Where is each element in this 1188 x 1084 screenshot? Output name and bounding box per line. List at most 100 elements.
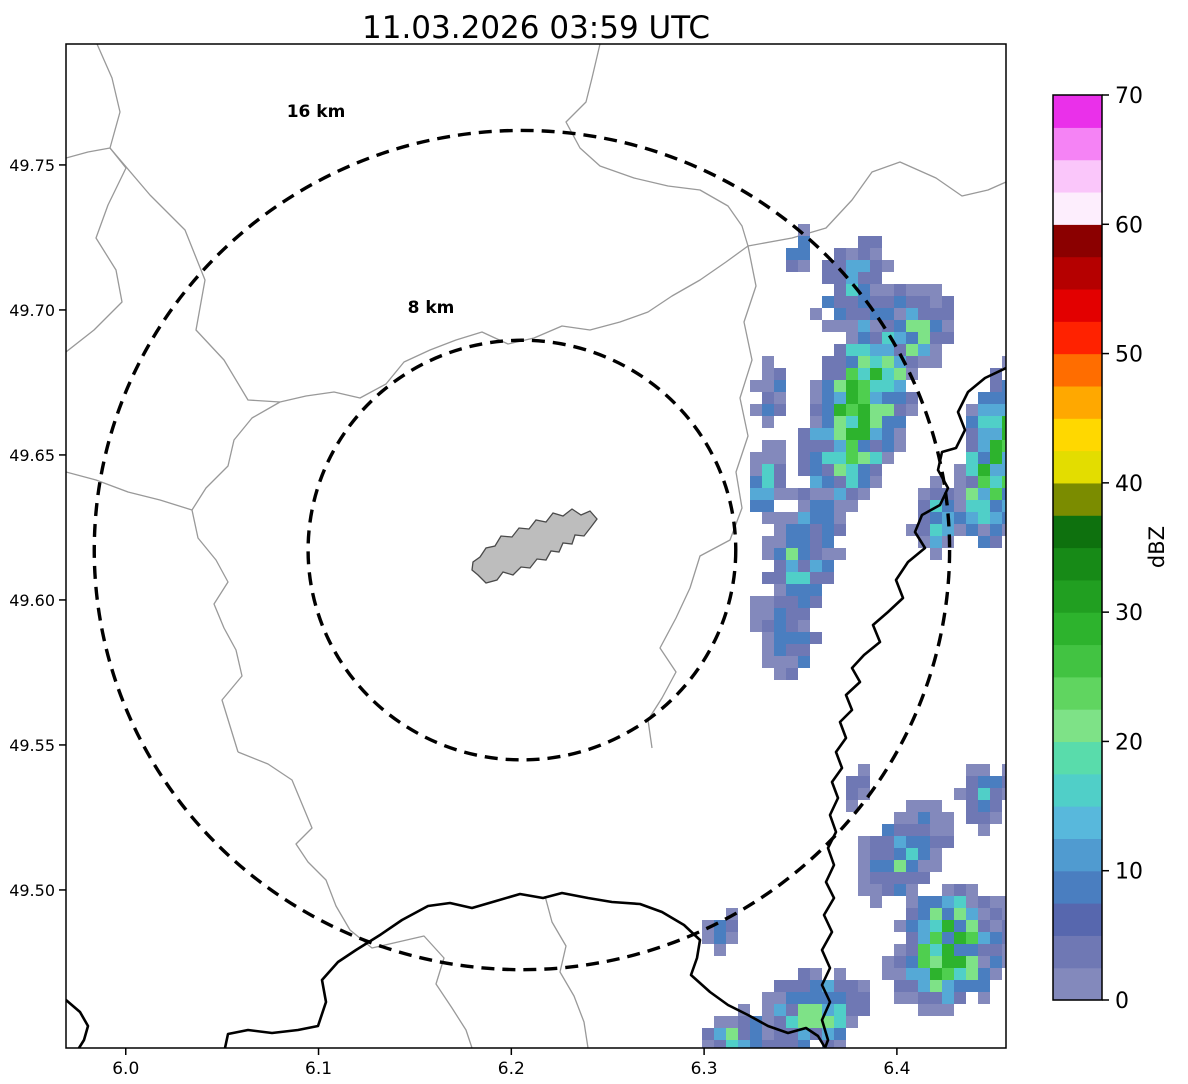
radar-echo-cell xyxy=(774,632,786,644)
colorbar-band xyxy=(1053,224,1102,258)
radar-echo-cell xyxy=(798,584,810,596)
radar-echo-cell xyxy=(990,416,1002,428)
radar-echo-cell xyxy=(894,812,906,824)
radar-echo-cell xyxy=(978,968,990,980)
radar-echo-cell xyxy=(906,848,918,860)
municipal-boundary-line xyxy=(747,161,1006,247)
radar-echo-cell xyxy=(990,476,1002,488)
radar-echo-cell xyxy=(834,296,846,308)
radar-echo-cell xyxy=(738,1040,750,1048)
radar-echo-cell xyxy=(798,548,810,560)
radar-echo-cell xyxy=(858,344,870,356)
radar-echo-cell xyxy=(798,452,810,464)
radar-echo-cell xyxy=(786,992,798,1004)
radar-echo-cell xyxy=(846,788,858,800)
radar-echo-cell xyxy=(774,596,786,608)
radar-echo-cell xyxy=(762,464,774,476)
radar-echo-cell xyxy=(846,476,858,488)
radar-echo-cell xyxy=(702,1040,714,1048)
radar-echo-cell xyxy=(798,1040,810,1048)
radar-echo-cell xyxy=(870,896,882,908)
radar-echo-cell xyxy=(918,908,930,920)
radar-echo-cell xyxy=(762,416,774,428)
radar-echo-cell xyxy=(966,524,978,536)
radar-echo-cell xyxy=(918,992,930,1004)
radar-echo-cell xyxy=(774,464,786,476)
radar-echo-cell xyxy=(870,836,882,848)
radar-echo-cell xyxy=(798,260,810,272)
radar-echo-cell xyxy=(906,812,918,824)
radar-echo-cell xyxy=(882,404,894,416)
radar-echo-cell xyxy=(786,596,798,608)
radar-echo-cell xyxy=(882,380,894,392)
radar-echo-cell xyxy=(906,824,918,836)
radar-echo-cell xyxy=(786,248,798,260)
radar-echo-cell xyxy=(870,464,882,476)
radar-echo-cell xyxy=(846,416,858,428)
radar-echo-cell xyxy=(774,512,786,524)
radar-echo-cell xyxy=(798,632,810,644)
radar-echo-cell xyxy=(978,524,990,536)
radar-echo-cell xyxy=(930,920,942,932)
radar-echo-cell xyxy=(942,1004,954,1016)
radar-echo-cell xyxy=(954,464,966,476)
radar-echo-cell xyxy=(918,932,930,944)
radar-echo-cell xyxy=(810,596,822,608)
radar-echo-cell xyxy=(822,536,834,548)
radar-echo-cell xyxy=(846,980,858,992)
radar-echo-cell xyxy=(978,788,990,800)
radar-echo-cell xyxy=(726,1028,738,1040)
radar-echo-cell xyxy=(774,620,786,632)
radar-echo-cell xyxy=(762,572,774,584)
radar-echo-cell xyxy=(870,272,882,284)
radar-echo-cell xyxy=(882,836,894,848)
radar-echo-cell xyxy=(918,536,930,548)
radar-echo-cell xyxy=(978,800,990,812)
radar-echo-cell xyxy=(990,536,1002,548)
radar-echo-cell xyxy=(774,536,786,548)
radar-echo-cell xyxy=(978,896,990,908)
radar-echo-cell xyxy=(834,344,846,356)
radar-echo-cell xyxy=(834,1004,846,1016)
radar-echo-cell xyxy=(786,548,798,560)
radar-echo-cell xyxy=(942,944,954,956)
range-ring xyxy=(306,338,738,762)
radar-echo-cell xyxy=(870,848,882,860)
country-border-line xyxy=(66,998,90,1048)
radar-echo-cell xyxy=(786,560,798,572)
radar-echo-cell xyxy=(786,980,798,992)
radar-echo-cell xyxy=(882,308,894,320)
radar-echo-cell xyxy=(966,920,978,932)
radar-echo-cell xyxy=(738,1004,750,1016)
radar-echo-cell xyxy=(774,488,786,500)
radar-echo-cell xyxy=(822,512,834,524)
radar-echo-cell xyxy=(1002,380,1006,392)
radar-echo-cell xyxy=(906,908,918,920)
radar-echo-cell xyxy=(978,908,990,920)
radar-echo-cell xyxy=(906,332,918,344)
radar-echo-cell xyxy=(1002,440,1006,452)
radar-echo-cell xyxy=(894,296,906,308)
radar-echo-cell xyxy=(834,476,846,488)
radar-echo-cell xyxy=(942,836,954,848)
radar-echo-cell xyxy=(978,476,990,488)
radar-echo-cell xyxy=(750,596,762,608)
radar-echo-cell xyxy=(978,512,990,524)
radar-echo-cell xyxy=(786,1040,798,1048)
radar-echo-cell xyxy=(786,1004,798,1016)
radar-echo-cell xyxy=(858,884,870,896)
radar-echo-cell xyxy=(870,248,882,260)
radar-echo-cell xyxy=(1002,452,1006,464)
radar-echo-cell xyxy=(930,524,942,536)
radar-echo-cell xyxy=(990,512,1002,524)
radar-echo-cell xyxy=(846,992,858,1004)
radar-echo-cell xyxy=(966,440,978,452)
radar-echo-cell xyxy=(882,872,894,884)
radar-echo-cell xyxy=(894,344,906,356)
colorbar-band xyxy=(1053,644,1102,678)
radar-echo-cell xyxy=(810,524,822,536)
x-tick-label: 6.3 xyxy=(691,1059,718,1079)
radar-echo-cell xyxy=(810,992,822,1004)
radar-echo-cell xyxy=(714,1040,726,1048)
radar-echo-cell xyxy=(966,812,978,824)
